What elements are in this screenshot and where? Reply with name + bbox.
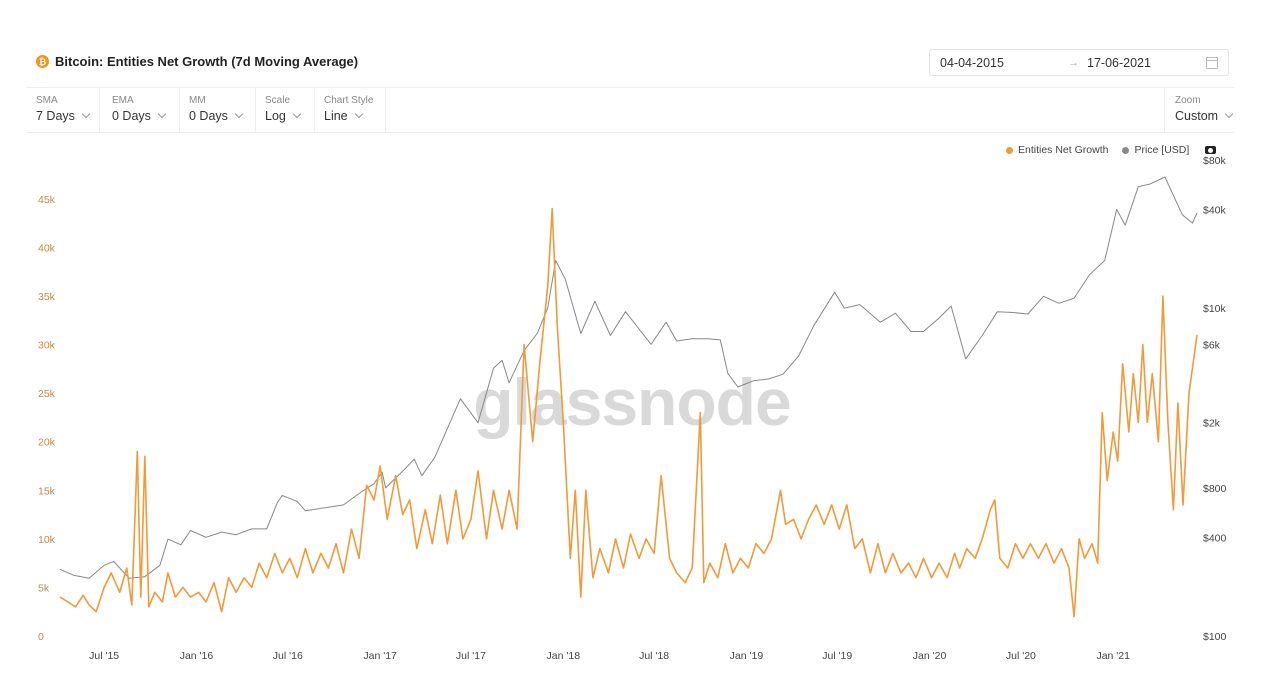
y-left-tick-label: 5k bbox=[38, 582, 50, 594]
mm-value[interactable]: 0 Days bbox=[189, 109, 228, 123]
legend-dot bbox=[1122, 146, 1130, 154]
mm-select[interactable]: MM 0 Days bbox=[180, 88, 256, 132]
x-tick-label: Jan '17 bbox=[363, 650, 397, 662]
zoom-value[interactable]: Custom bbox=[1175, 109, 1219, 123]
y-left-tick-label: 45k bbox=[38, 194, 56, 206]
y-right-tick-label: $10k bbox=[1203, 303, 1227, 315]
chart-title: Bitcoin: Entities Net Growth (7d Moving … bbox=[55, 54, 359, 69]
x-tick-label: Jul '15 bbox=[89, 650, 119, 662]
chart-style-value[interactable]: Line bbox=[324, 109, 348, 123]
legend-label: Price [USD] bbox=[1134, 144, 1190, 156]
y-left-tick-label: 0 bbox=[38, 631, 44, 643]
x-tick-label: Jan '19 bbox=[730, 650, 764, 662]
y-right-tick-label: $2k bbox=[1203, 418, 1221, 430]
left-axis: 0 5k 10k 15k 20k 25k 30k 35k 40k 45k bbox=[38, 194, 56, 643]
y-right-tick-label: $800 bbox=[1203, 483, 1227, 495]
entities-net-growth-line bbox=[59, 207, 1198, 618]
x-tick-label: Jul '20 bbox=[1006, 650, 1036, 662]
mm-label: MM bbox=[189, 95, 206, 106]
legend-dot bbox=[1006, 146, 1013, 154]
x-tick-label: Jan '20 bbox=[913, 650, 947, 662]
y-right-tick-label: $6k bbox=[1203, 339, 1221, 351]
zoom-label: Zoom bbox=[1175, 95, 1201, 106]
legend-price[interactable]: Price [USD] bbox=[1122, 144, 1189, 156]
y-right-tick-label: $100 bbox=[1203, 631, 1227, 643]
calendar-icon[interactable] bbox=[1206, 57, 1218, 69]
x-tick-label: Jul '17 bbox=[456, 650, 486, 662]
chart-legend: Entities Net Growth Price [USD] bbox=[1006, 144, 1217, 156]
bitcoin-icon: ₿ bbox=[36, 55, 49, 68]
y-left-tick-label: 40k bbox=[38, 242, 56, 254]
y-right-tick-label: $40k bbox=[1203, 204, 1227, 216]
x-tick-label: Jan '18 bbox=[547, 650, 581, 662]
ema-value[interactable]: 0 Days bbox=[112, 109, 151, 123]
right-axis: $100 $400 $800 $2k $6k $10k $40k $80k bbox=[1203, 155, 1227, 643]
camera-icon[interactable] bbox=[1205, 146, 1217, 154]
price-line bbox=[59, 176, 1198, 579]
sma-label: SMA bbox=[36, 95, 58, 106]
x-axis: Jul '15 Jan '16 Jul '16 Jan '17 Jul '17 Jan '… bbox=[89, 650, 1130, 662]
chart-header: ₿ Bitcoin: Entities Net Growth (7d Movin… bbox=[36, 54, 358, 69]
y-left-tick-label: 10k bbox=[38, 534, 56, 546]
date-end[interactable]: 17-06-2021 bbox=[1087, 55, 1151, 70]
y-left-tick-label: 30k bbox=[38, 340, 56, 352]
date-start[interactable]: 04-04-2015 bbox=[940, 55, 1004, 70]
x-tick-label: Jan '21 bbox=[1096, 650, 1130, 662]
series-layer bbox=[59, 176, 1198, 618]
date-range-picker[interactable]: 04-04-2015 → 17-06-2021 bbox=[929, 49, 1229, 76]
y-right-tick-label: $80k bbox=[1203, 155, 1227, 167]
sma-value[interactable]: 7 Days bbox=[36, 109, 75, 123]
y-left-tick-label: 35k bbox=[38, 291, 56, 303]
x-tick-label: Jul '18 bbox=[639, 650, 669, 662]
chart-style-label: Chart Style bbox=[324, 95, 374, 106]
legend-entities[interactable]: Entities Net Growth bbox=[1006, 144, 1108, 156]
chart-style-select[interactable]: Chart Style Line bbox=[315, 88, 386, 132]
x-tick-label: Jul '16 bbox=[273, 650, 303, 662]
scale-select[interactable]: Scale Log bbox=[256, 88, 315, 132]
y-right-tick-label: $400 bbox=[1203, 532, 1227, 544]
y-left-tick-label: 15k bbox=[38, 485, 56, 497]
ema-label: EMA bbox=[112, 95, 134, 106]
sma-select[interactable]: SMA 7 Days bbox=[27, 88, 100, 132]
arrow-right-icon: → bbox=[1068, 56, 1079, 69]
y-left-tick-label: 20k bbox=[38, 437, 56, 449]
legend-label: Entities Net Growth bbox=[1018, 144, 1109, 156]
scale-label: Scale bbox=[265, 95, 291, 106]
ema-select[interactable]: EMA 0 Days bbox=[103, 88, 180, 132]
y-left-tick-label: 25k bbox=[38, 388, 56, 400]
zoom-select[interactable]: Zoom Custom bbox=[1164, 88, 1234, 132]
scale-value[interactable]: Log bbox=[265, 109, 286, 123]
chart-toolbar: SMA 7 Days EMA 0 Days MM 0 Days Scale Lo… bbox=[27, 87, 1234, 133]
x-tick-label: Jul '19 bbox=[822, 650, 852, 662]
x-tick-label: Jan '16 bbox=[180, 650, 214, 662]
